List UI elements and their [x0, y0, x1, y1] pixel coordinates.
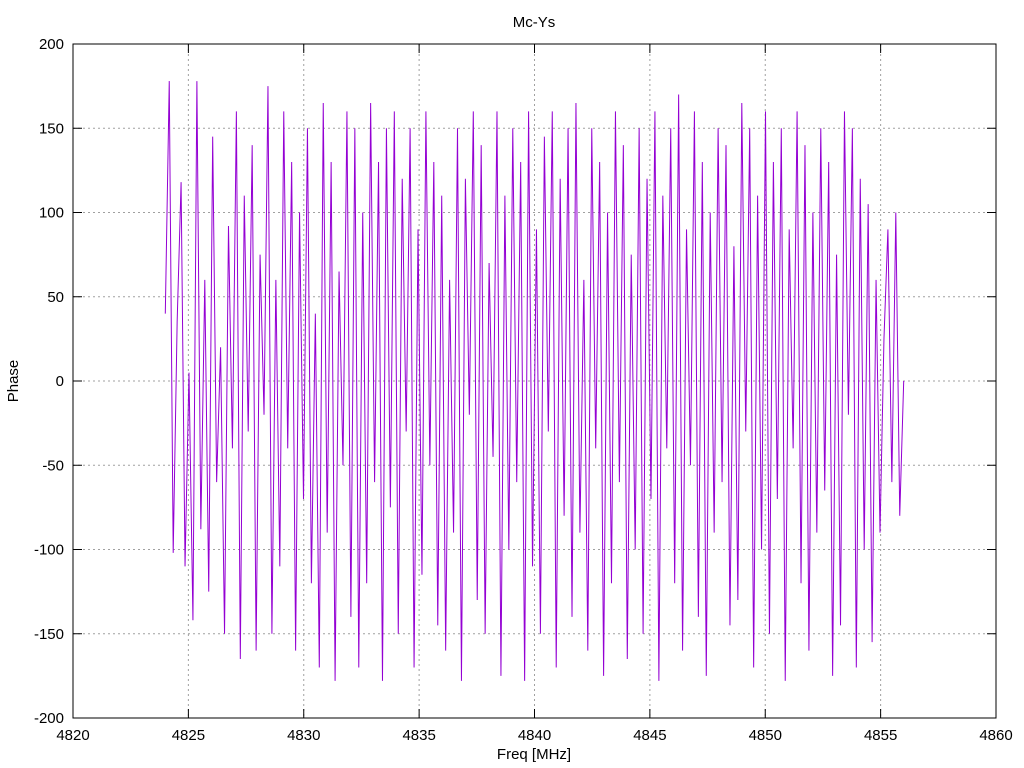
tick-marks [72, 43, 997, 719]
y-tick-label: -200 [34, 710, 64, 727]
y-tick-label: 150 [39, 120, 64, 137]
x-tick-label: 4825 [172, 727, 205, 744]
series-line [164, 81, 905, 681]
x-tick-labels: 4820 4825 4830 4835 4840 4845 4850 4855 4860 [56, 727, 1012, 744]
x-tick-label: 4830 [287, 727, 320, 744]
x-tick-label: 4850 [749, 727, 782, 744]
y-tick-label: 100 [39, 205, 64, 222]
y-tick-label: 50 [47, 289, 64, 306]
series-group [164, 81, 905, 681]
chart-title: Mc-Ys [513, 14, 556, 31]
y-tick-label: 200 [39, 36, 64, 53]
x-tick-label: 4840 [518, 727, 551, 744]
x-tick-label: 4835 [402, 727, 435, 744]
x-tick-label: 4820 [56, 727, 89, 744]
y-tick-labels: -200 -150 -100 -50 0 50 100 150 200 [34, 36, 64, 727]
x-tick-label: 4845 [633, 727, 666, 744]
x-tick-label: 4860 [979, 727, 1012, 744]
x-axis-label: Freq [MHz] [497, 746, 571, 763]
y-tick-label: -100 [34, 542, 64, 559]
y-axis-label: Phase [5, 360, 22, 403]
x-tick-label: 4855 [864, 727, 897, 744]
y-tick-label: -150 [34, 626, 64, 643]
y-tick-label: -50 [42, 457, 64, 474]
y-tick-label: 0 [56, 373, 64, 390]
